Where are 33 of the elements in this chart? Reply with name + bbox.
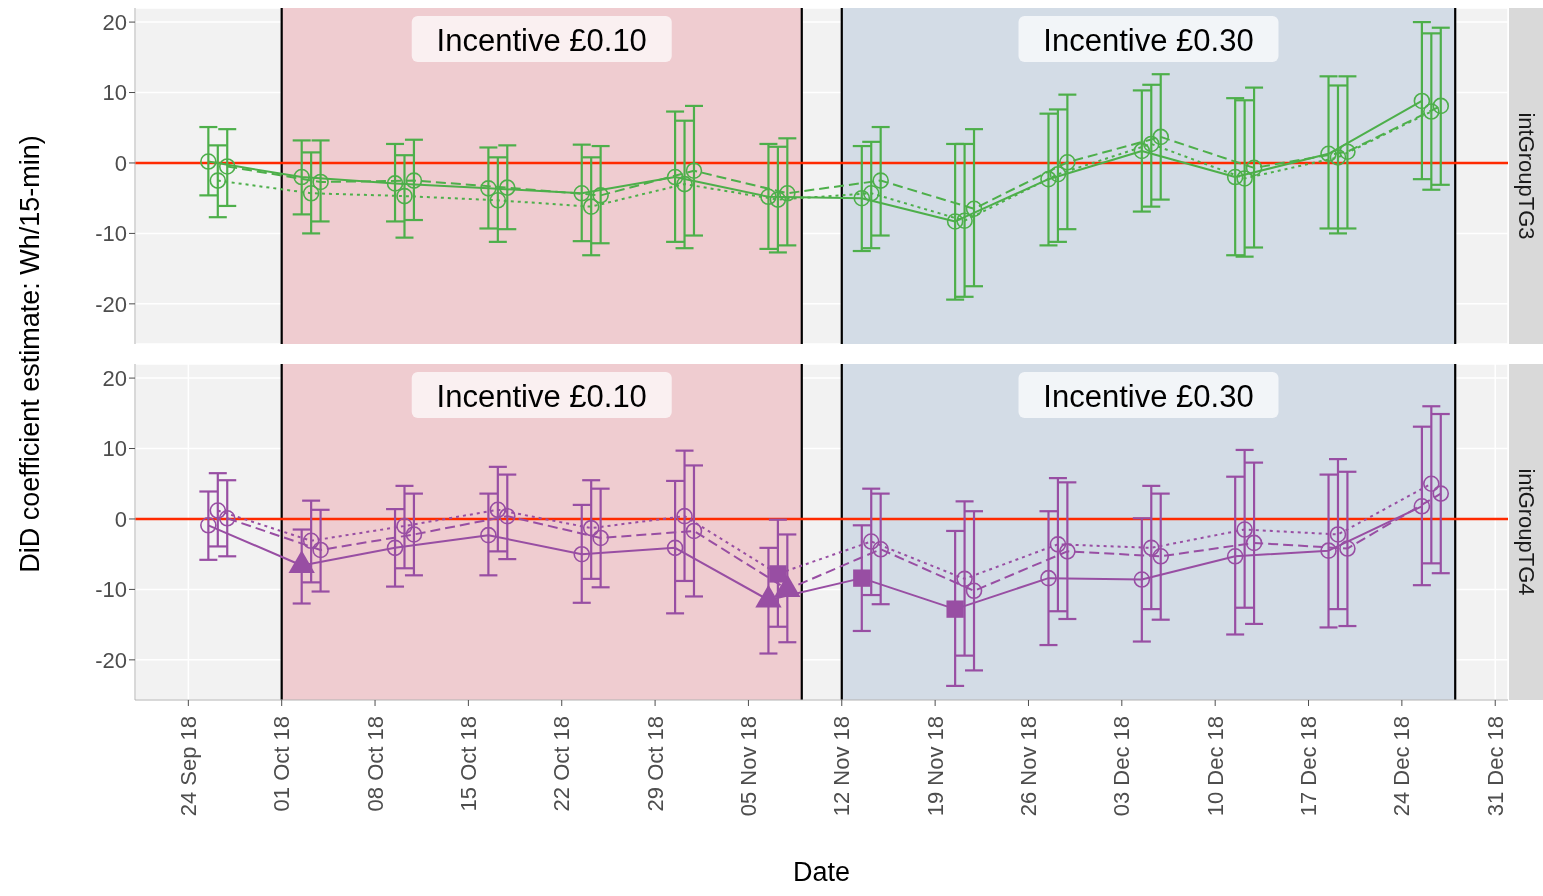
y-tick-label: -10 — [95, 221, 127, 247]
y-tick-label: 0 — [114, 506, 127, 532]
x-tick-label: 22 Oct 18 — [549, 716, 575, 812]
x-axis-title: Date — [792, 857, 851, 887]
band-label: Incentive £0.10 — [436, 378, 647, 414]
y-axis-title: DiD coefficient estimate: Wh/15-min) — [15, 135, 45, 573]
x-tick-label: 26 Nov 18 — [1015, 716, 1041, 817]
y-tick-label: 10 — [102, 436, 127, 462]
x-tick-label: 12 Nov 18 — [829, 716, 855, 817]
text: intGroupTG3 — [1513, 112, 1539, 240]
y-tick-label: 10 — [102, 80, 127, 106]
band-label: Incentive £0.10 — [436, 22, 647, 58]
x-tick-label: 15 Oct 18 — [455, 716, 481, 812]
band-label: Incentive £0.30 — [1043, 378, 1254, 414]
text: intGroupTG4 — [1513, 468, 1539, 596]
x-tick-label: 05 Nov 18 — [735, 716, 761, 817]
y-tick-label: 20 — [102, 9, 127, 35]
x-tick-label: 24 Sep 18 — [175, 716, 201, 817]
y-tick-label: 0 — [114, 150, 127, 176]
x-tick-label: 19 Nov 18 — [922, 716, 948, 817]
x-tick-label: 29 Oct 18 — [642, 716, 668, 812]
x-tick-label: 24 Dec 18 — [1389, 716, 1415, 817]
y-tick-label: -20 — [95, 291, 127, 317]
y-tick-label: -20 — [95, 647, 127, 673]
x-tick-label: 08 Oct 18 — [362, 716, 388, 812]
y-tick-label: 20 — [102, 365, 127, 391]
band-label: Incentive £0.30 — [1043, 22, 1254, 58]
x-tick-label: 31 Dec 18 — [1482, 716, 1508, 817]
x-tick-label: 03 Dec 18 — [1109, 716, 1135, 817]
x-tick-label: 17 Dec 18 — [1296, 716, 1322, 817]
y-tick-label: -10 — [95, 577, 127, 603]
x-tick-label: 10 Dec 18 — [1202, 716, 1228, 817]
x-tick-label: 01 Oct 18 — [269, 716, 295, 812]
